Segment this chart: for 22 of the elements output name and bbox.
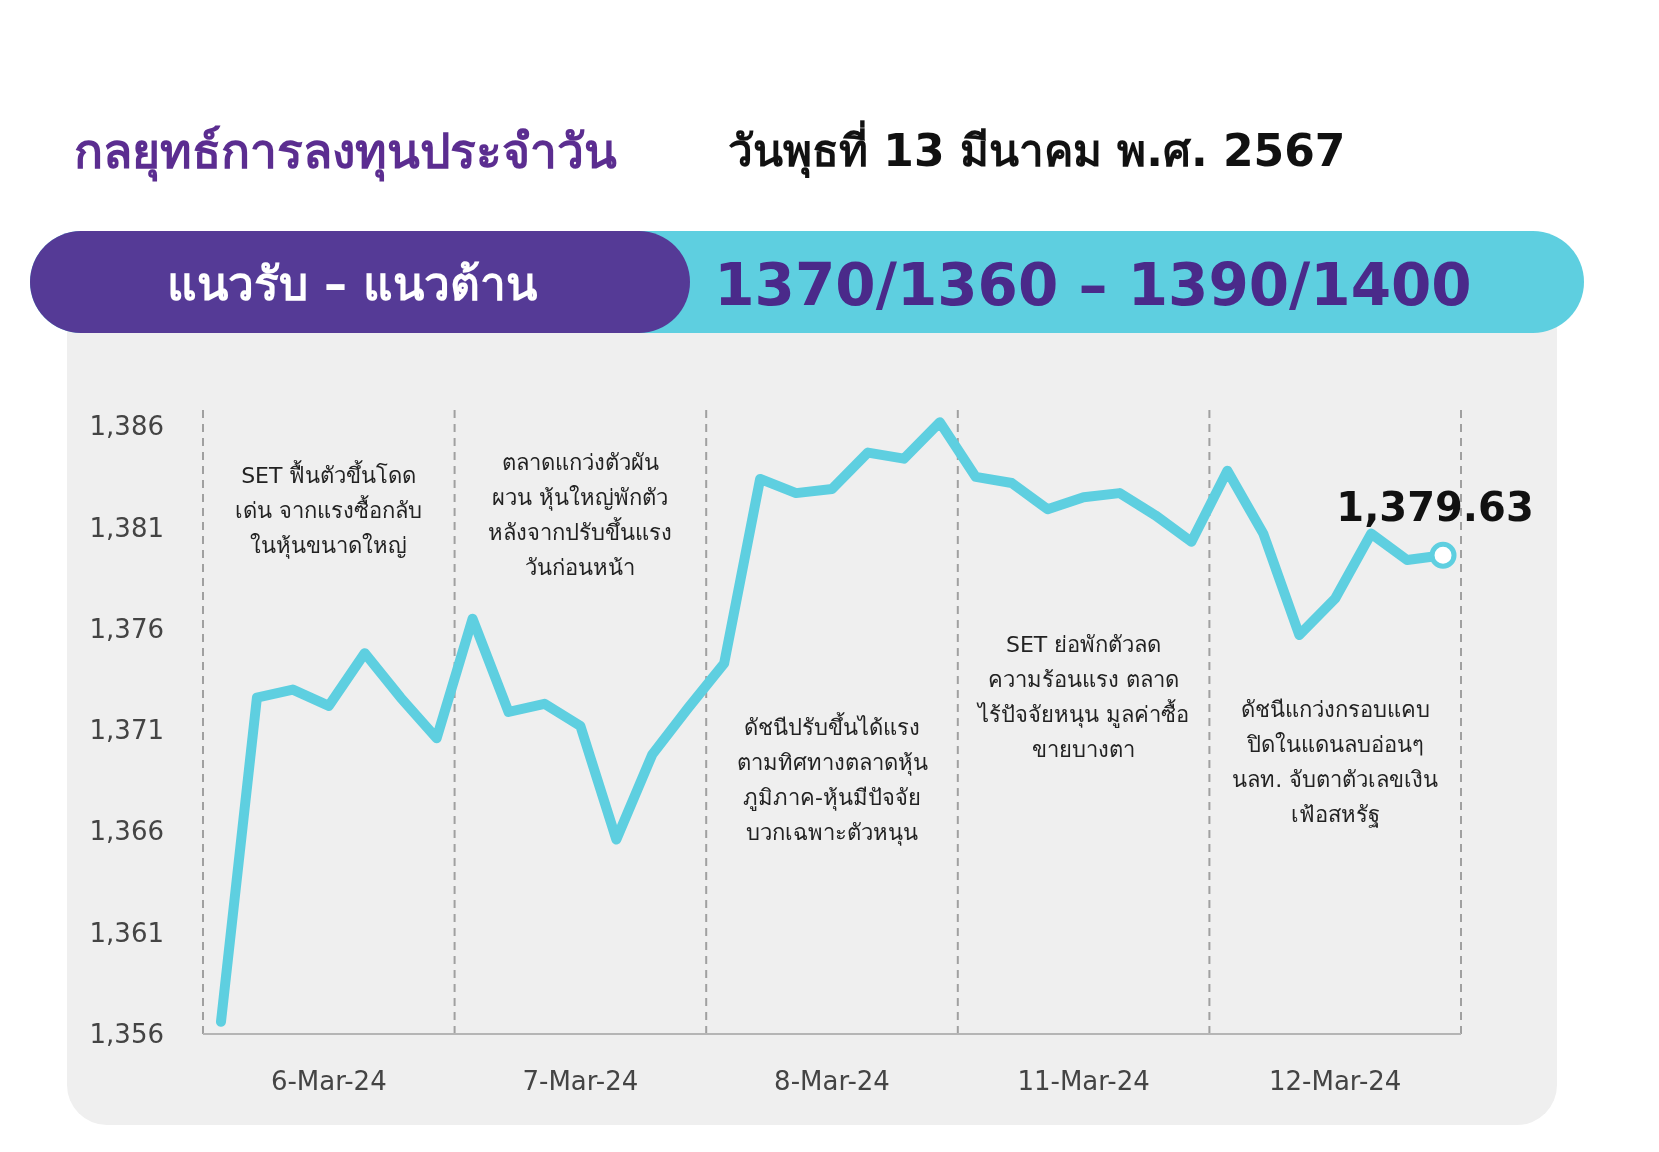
y-tick-label: 1,386 — [89, 411, 164, 442]
annotation: SET ฟื้นตัวขึ้นโดด เด่น จากแรงซื้อกลับ ในหุ้นขนาดใหญ่ — [235, 460, 423, 559]
y-tick-label: 1,366 — [89, 816, 164, 847]
y-tick-label: 1,381 — [89, 512, 164, 543]
x-tick-label: 6-Mar-24 — [270, 1066, 387, 1096]
y-tick-label: 1,371 — [89, 715, 164, 746]
annotation: ตลาดแกว่งตัวผัน ผวน หุ้นใหญ่พักตัว หลังจากปรับขึ้นแรง วันก่อนหน้า — [488, 450, 673, 580]
x-tick-label: 8-Mar-24 — [774, 1066, 890, 1096]
x-tick-label: 12-Mar-24 — [1269, 1066, 1402, 1096]
chart-title: กลยุทธ์การลงทุนประจำวัน — [74, 123, 617, 182]
data-label: 1,379.63 — [1336, 484, 1534, 531]
annotation: ดัชนีแกว่งกรอบแคบ ปิดในแดนลบอ่อนๆ นลท. จับตาตัวเลขเงิน เฟ้อสหรัฐ — [1232, 697, 1439, 828]
text: 1370/1360 – 1390/1400 — [714, 251, 1472, 319]
y-tick-label: 1,361 — [89, 917, 164, 948]
x-tick-label: 11-Mar-24 — [1017, 1066, 1150, 1096]
x-tick-label: 7-Mar-24 — [522, 1066, 639, 1096]
annotation: ดัชนีปรับขึ้นได้แรง ตามทิศทางตลาดหุ้น ภูมิภาค-หุ้นมีปัจจัย บวกเฉพาะตัวหนุน — [736, 712, 928, 846]
y-tick-label: 1,356 — [89, 1019, 164, 1049]
annotation: SET ย่อพักตัวลด ความร้อนแรง ตลาด ไร้ปัจจัยหนุน มูลค่าซื้อ ขายบางตา — [976, 632, 1190, 762]
y-tick-label: 1,376 — [89, 613, 164, 644]
chart-subtitle: วันพุธที่ 13 มีนาคม พ.ศ. 2567 — [728, 120, 1346, 179]
text: แนวรับ – แนวต้าน — [166, 257, 539, 311]
